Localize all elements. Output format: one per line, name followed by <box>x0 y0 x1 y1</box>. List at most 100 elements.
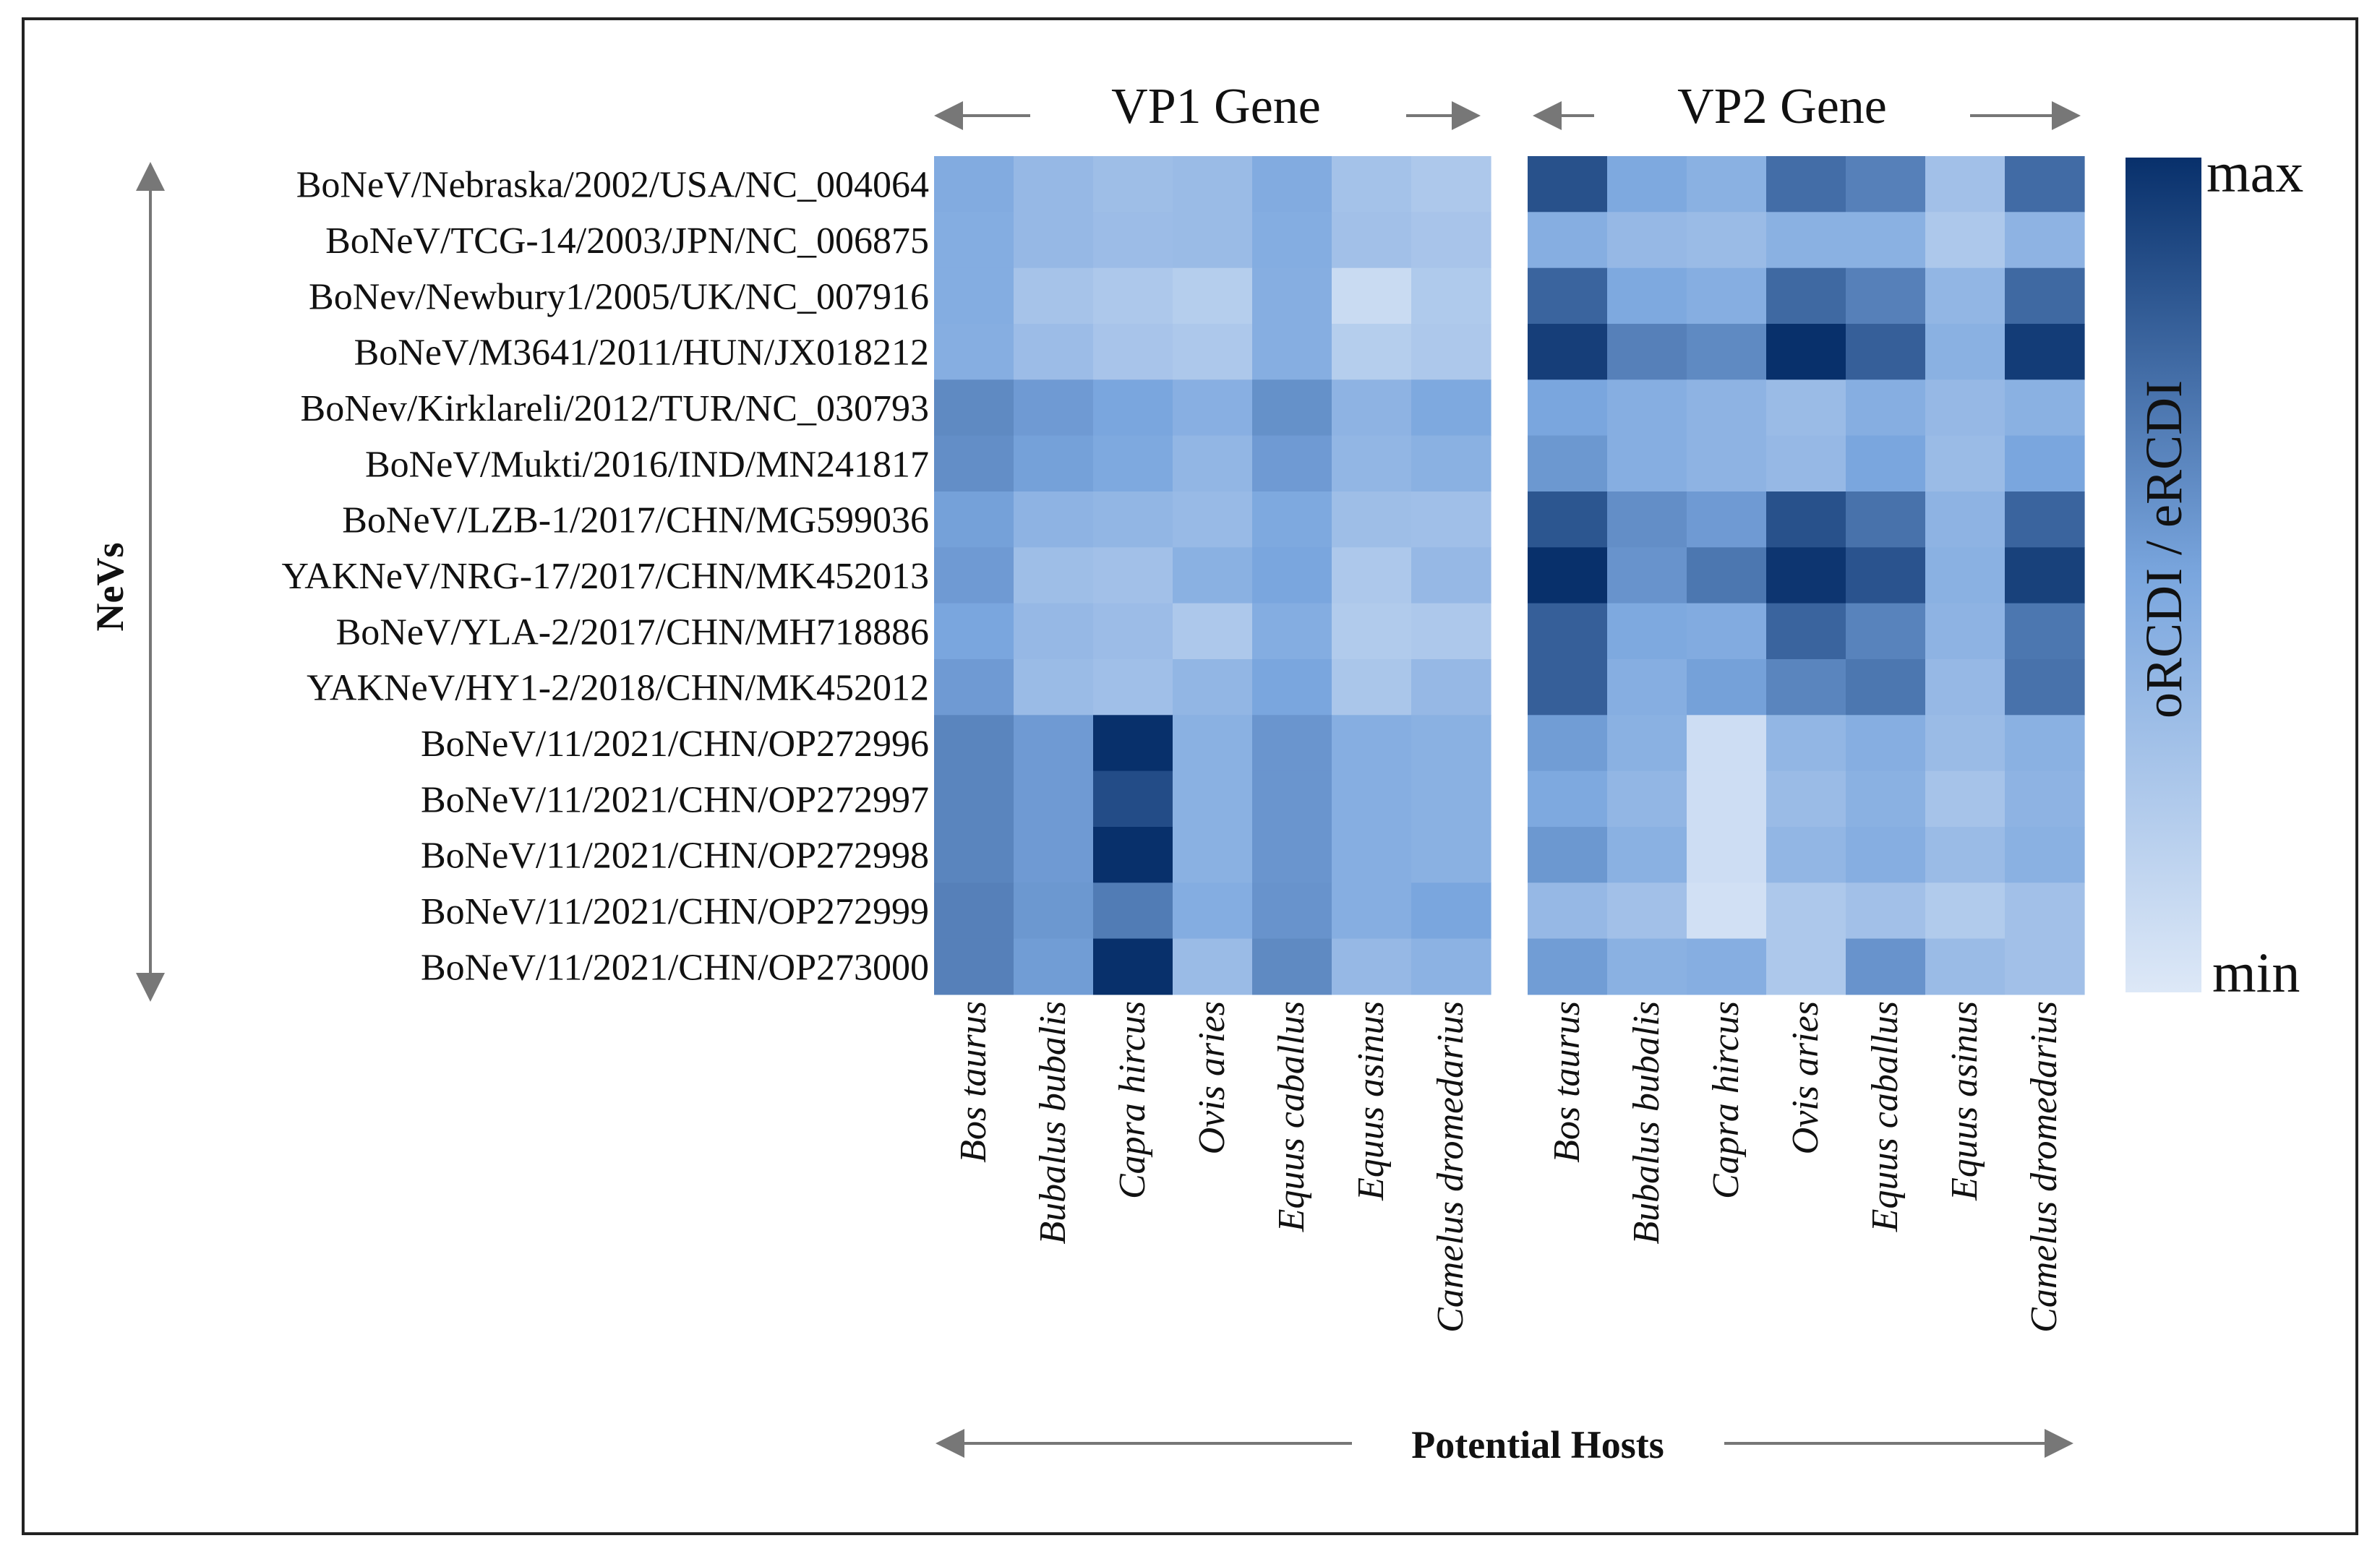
heatmap-cell-p1-r12-c4 <box>1173 770 1253 828</box>
heatmap-cell-p1-r6-c3 <box>1093 435 1173 492</box>
host-label-p1-equus-caballus: Equus caballus <box>1271 1001 1312 1232</box>
heatmap-cell-p1-r12-c6 <box>1332 770 1412 828</box>
heatmap-cell-p2-r14-c4 <box>1766 882 1846 940</box>
heatmap-cell-p1-r3-c1 <box>934 267 1014 325</box>
heatmap-cell-p2-r11-c7 <box>2005 715 2085 772</box>
heatmap-cell-p1-r12-c5 <box>1252 770 1332 828</box>
heatmap-cell-p1-r7-c6 <box>1332 491 1412 548</box>
heatmap-cell-p1-r4-c5 <box>1252 324 1332 380</box>
heatmap-cell-p1-r6-c5 <box>1252 435 1332 492</box>
heatmap-cell-p1-r3-c7 <box>1411 267 1491 325</box>
heatmap-cell-p2-r3-c5 <box>1846 267 1926 325</box>
heatmap-cell-p2-r1-c1 <box>1528 156 1608 212</box>
panel-title-vp1: VP1 Gene <box>1111 79 1321 134</box>
heatmap-cell-p2-r13-c5 <box>1846 827 1926 883</box>
heatmap-cell-p1-r7-c7 <box>1411 491 1491 548</box>
heatmap-cell-p1-r1-c1 <box>934 156 1014 212</box>
heatmap-cell-p2-r7-c2 <box>1607 491 1687 548</box>
heatmap-cell-p1-r5-c3 <box>1093 379 1173 437</box>
heatmap-cell-p1-r15-c4 <box>1173 938 1253 995</box>
heatmap-cell-p1-r2-c1 <box>934 212 1014 269</box>
heatmap-cell-p2-r14-c3 <box>1687 882 1767 940</box>
heatmap-cell-p2-r12-c2 <box>1607 770 1687 828</box>
heatmap-cell-p2-r8-c7 <box>2005 547 2085 604</box>
heatmap-cell-p1-r2-c4 <box>1173 212 1253 269</box>
heatmap-cell-p1-r12-c7 <box>1411 770 1491 828</box>
heatmap-cell-p1-r5-c6 <box>1332 379 1412 437</box>
heatmap-cell-p2-r10-c4 <box>1766 659 1846 716</box>
host-label-p1-camelus-dromedarius: Camelus dromedarius <box>1430 1001 1471 1333</box>
heatmap-cell-p1-r9-c4 <box>1173 603 1253 660</box>
heatmap-cell-p2-r10-c1 <box>1528 659 1608 716</box>
heatmap-cell-p2-r13-c2 <box>1607 827 1687 883</box>
heatmap-cell-p2-r9-c2 <box>1607 603 1687 660</box>
heatmap-cell-p1-r11-c1 <box>934 715 1014 772</box>
heatmap-cell-p1-r10-c2 <box>1014 659 1094 716</box>
heatmap-cell-p2-r5-c5 <box>1846 379 1926 437</box>
heatmap-cell-p1-r8-c4 <box>1173 547 1253 604</box>
row-label: BoNev/Newbury1/2005/UK/NC_007916 <box>309 276 929 317</box>
heatmap-cell-p2-r4-c6 <box>1925 324 2006 380</box>
heatmap-cell-p2-r6-c6 <box>1925 435 2006 492</box>
heatmap-cell-p1-r14-c5 <box>1252 882 1332 940</box>
heatmap-cell-p1-r7-c3 <box>1093 491 1173 548</box>
heatmap-cell-p2-r6-c2 <box>1607 435 1687 492</box>
heatmap-cell-p1-r2-c3 <box>1093 212 1173 269</box>
heatmap-cell-p2-r11-c6 <box>1925 715 2006 772</box>
heatmap-cell-p1-r15-c6 <box>1332 938 1412 995</box>
heatmap-cell-p2-r12-c4 <box>1766 770 1846 828</box>
row-label: BoNeV/LZB-1/2017/CHN/MG599036 <box>342 500 929 541</box>
row-label: BoNeV/11/2021/CHN/OP272997 <box>421 779 929 820</box>
row-label: YAKNeV/HY1-2/2018/CHN/MK452012 <box>307 668 929 709</box>
row-labels: BoNeV/Nebraska/2002/USA/NC_004064 BoNeV/T… <box>281 165 929 989</box>
heatmap-cell-p1-r7-c1 <box>934 491 1014 548</box>
heatmap-cell-p1-r1-c5 <box>1252 156 1332 212</box>
heatmap-cell-p1-r5-c1 <box>934 379 1014 437</box>
heatmap-cell-p2-r2-c6 <box>1925 212 2006 269</box>
heatmap-cell-p2-r7-c4 <box>1766 491 1846 548</box>
heatmap-cell-p2-r5-c3 <box>1687 379 1767 437</box>
heatmap-cell-p2-r11-c2 <box>1607 715 1687 772</box>
heatmap-cell-p2-r9-c7 <box>2005 603 2085 660</box>
heatmap-cell-p1-r11-c5 <box>1252 715 1332 772</box>
heatmap-cell-p2-r2-c3 <box>1687 212 1767 269</box>
heatmap-cell-p2-r2-c1 <box>1528 212 1608 269</box>
heatmap-cell-p2-r9-c3 <box>1687 603 1767 660</box>
heatmap-cell-p1-r15-c2 <box>1014 938 1094 995</box>
heatmap-cell-p1-r10-c1 <box>934 659 1014 716</box>
heatmap-cell-p2-r12-c5 <box>1846 770 1926 828</box>
heatmap-cell-p2-r7-c1 <box>1528 491 1608 548</box>
heatmap-cell-p2-r11-c5 <box>1846 715 1926 772</box>
heatmap-cell-p2-r7-c7 <box>2005 491 2085 548</box>
heatmap-cell-p1-r3-c2 <box>1014 267 1094 325</box>
heatmap-cell-p1-r4-c6 <box>1332 324 1412 380</box>
heatmap-cell-p2-r2-c5 <box>1846 212 1926 269</box>
heatmap-cell-p2-r3-c4 <box>1766 267 1846 325</box>
heatmap-cell-p1-r6-c7 <box>1411 435 1491 492</box>
host-label-p1-bos-taurus: Bos taurus <box>953 1001 994 1163</box>
heatmap-cell-p2-r7-c6 <box>1925 491 2006 548</box>
heatmap-cell-p1-r10-c3 <box>1093 659 1173 716</box>
heatmap-cell-p1-r6-c1 <box>934 435 1014 492</box>
heatmap-cell-p1-r8-c3 <box>1093 547 1173 604</box>
host-label-p2-capra-hircus: Capra hircus <box>1705 1001 1747 1199</box>
colorbar-max-label: max <box>2206 141 2303 204</box>
heatmap-cell-p2-r13-c4 <box>1766 827 1846 883</box>
heatmap-cell-p1-r3-c3 <box>1093 267 1173 325</box>
heatmap-cell-p2-r12-c7 <box>2005 770 2085 828</box>
colorbar <box>2126 158 2201 992</box>
heatmap-cell-p2-r15-c1 <box>1528 938 1608 995</box>
heatmap-cell-p1-r11-c7 <box>1411 715 1491 772</box>
row-label: BoNeV/11/2021/CHN/OP272996 <box>421 723 929 765</box>
heatmap-cell-p1-r12-c2 <box>1014 770 1094 828</box>
heatmap-cell-p1-r4-c1 <box>934 324 1014 380</box>
row-label: BoNeV/Mukti/2016/IND/MN241817 <box>365 444 929 485</box>
heatmap-cell-p2-r12-c3 <box>1687 770 1767 828</box>
heatmap-cell-p2-r8-c5 <box>1846 547 1926 604</box>
heatmap-cell-p2-r14-c5 <box>1846 882 1926 940</box>
heatmap-cell-p2-r15-c7 <box>2005 938 2085 995</box>
heatmap-cell-p2-r6-c7 <box>2005 435 2085 492</box>
heatmap-cell-p1-r10-c5 <box>1252 659 1332 716</box>
heatmap-cell-p2-r5-c4 <box>1766 379 1846 437</box>
